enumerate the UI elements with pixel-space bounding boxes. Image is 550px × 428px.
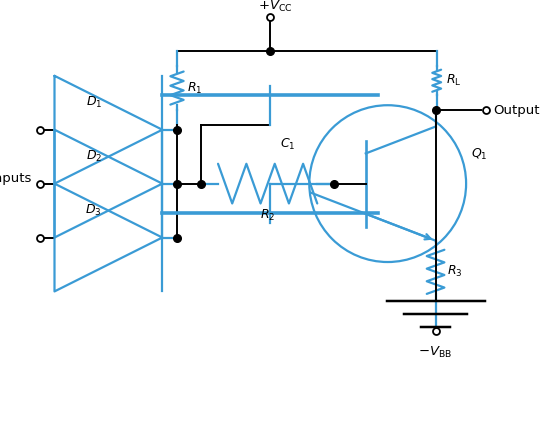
Text: $C_1$: $C_1$: [280, 137, 295, 152]
Text: $+V_{\mathrm{CC}}$: $+V_{\mathrm{CC}}$: [258, 0, 292, 14]
Text: $R_1$: $R_1$: [187, 80, 202, 95]
Text: $D_2$: $D_2$: [86, 149, 102, 164]
Text: $Q_1$: $Q_1$: [471, 147, 487, 162]
Text: $R_2$: $R_2$: [260, 208, 276, 223]
Text: $D_1$: $D_1$: [85, 95, 102, 110]
Text: $R_3$: $R_3$: [447, 264, 463, 279]
Text: Output: Output: [493, 104, 540, 116]
Text: $D_3$: $D_3$: [85, 203, 102, 218]
Text: $-V_{\mathrm{BB}}$: $-V_{\mathrm{BB}}$: [419, 345, 453, 360]
Text: Inputs: Inputs: [0, 172, 32, 185]
Text: $R_{\mathrm{L}}$: $R_{\mathrm{L}}$: [447, 73, 462, 88]
